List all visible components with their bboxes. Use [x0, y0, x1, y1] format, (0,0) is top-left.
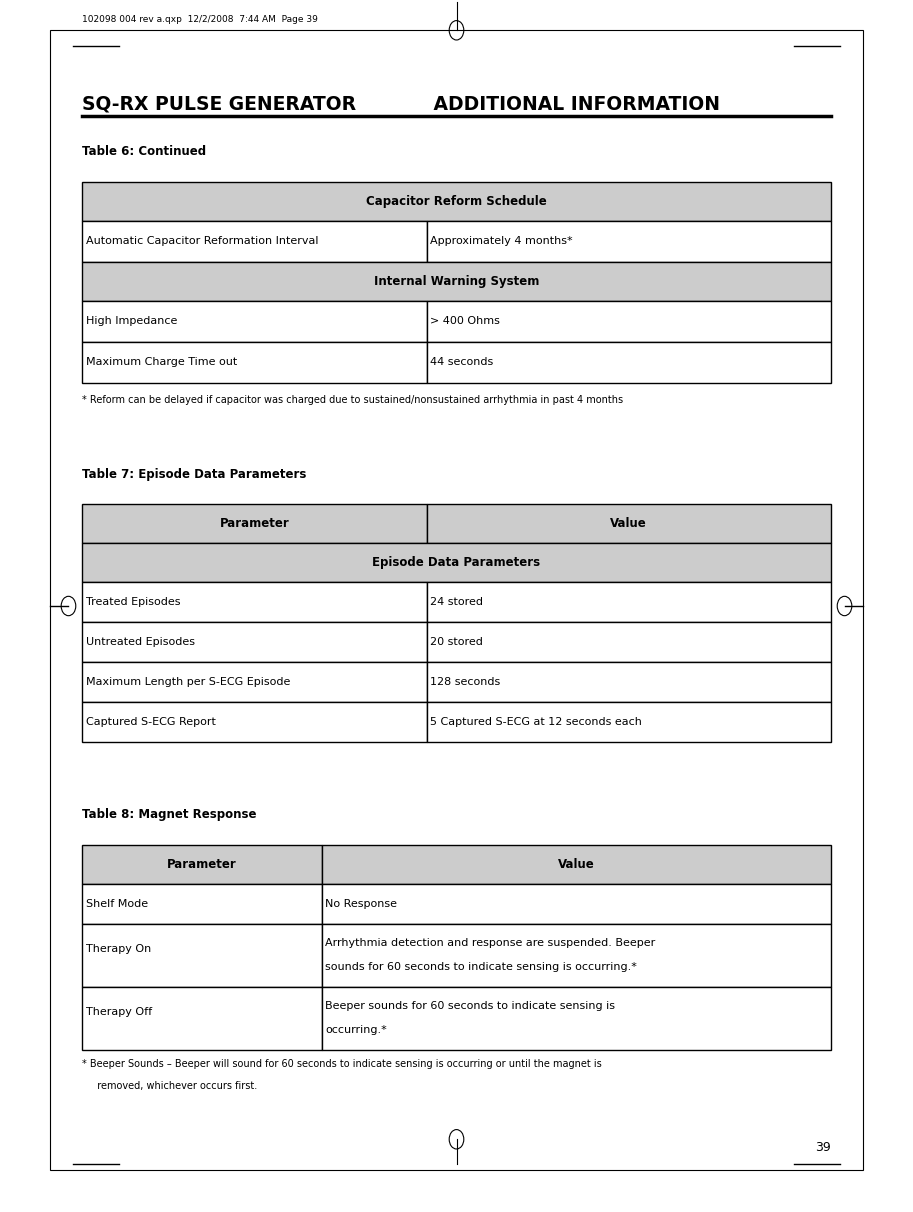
Text: Therapy On: Therapy On — [86, 944, 151, 954]
Text: SQ-RX PULSE GENERATOR: SQ-RX PULSE GENERATOR — [82, 95, 356, 114]
Bar — [82, 924, 321, 987]
Text: occurring.*: occurring.* — [325, 1025, 387, 1035]
Text: 44 seconds: 44 seconds — [430, 358, 493, 367]
Text: Parameter: Parameter — [219, 518, 289, 530]
Text: Shelf Mode: Shelf Mode — [86, 898, 148, 909]
Bar — [82, 622, 426, 662]
Bar — [426, 702, 831, 742]
Text: removed, whichever occurs first.: removed, whichever occurs first. — [91, 1081, 257, 1091]
Text: Maximum Length per S-ECG Episode: Maximum Length per S-ECG Episode — [86, 676, 290, 687]
Bar — [321, 924, 831, 987]
Text: High Impedance: High Impedance — [86, 316, 177, 326]
Bar — [82, 504, 426, 543]
Text: Approximately 4 months*: Approximately 4 months* — [430, 236, 572, 246]
Text: ADDITIONAL INFORMATION: ADDITIONAL INFORMATION — [427, 95, 720, 114]
Bar — [82, 342, 426, 383]
Text: 5 Captured S-ECG at 12 seconds each: 5 Captured S-ECG at 12 seconds each — [430, 716, 642, 727]
Bar — [82, 221, 426, 262]
Text: Arrhythmia detection and response are suspended. Beeper: Arrhythmia detection and response are su… — [325, 938, 656, 948]
Text: > 400 Ohms: > 400 Ohms — [430, 316, 500, 326]
Bar — [426, 342, 831, 383]
Text: Parameter: Parameter — [167, 858, 236, 870]
Bar — [82, 884, 321, 924]
Text: No Response: No Response — [325, 898, 397, 909]
Text: sounds for 60 seconds to indicate sensing is occurring.*: sounds for 60 seconds to indicate sensin… — [325, 962, 637, 972]
Text: Maximum Charge Time out: Maximum Charge Time out — [86, 358, 237, 367]
Text: * Beeper Sounds – Beeper will sound for 60 seconds to indicate sensing is occurr: * Beeper Sounds – Beeper will sound for … — [82, 1059, 602, 1069]
Text: 102098 004 rev a.qxp  12/2/2008  7:44 AM  Page 39: 102098 004 rev a.qxp 12/2/2008 7:44 AM P… — [82, 15, 318, 23]
Text: Beeper sounds for 60 seconds to indicate sensing is: Beeper sounds for 60 seconds to indicate… — [325, 1001, 615, 1011]
Bar — [426, 622, 831, 662]
Bar — [82, 845, 321, 884]
Text: 20 stored: 20 stored — [430, 636, 483, 647]
Bar — [426, 301, 831, 342]
Bar — [426, 221, 831, 262]
Text: Capacitor Reform Schedule: Capacitor Reform Schedule — [366, 195, 547, 207]
Bar — [82, 582, 426, 622]
Text: * Reform can be delayed if capacitor was charged due to sustained/nonsustained a: * Reform can be delayed if capacitor was… — [82, 395, 624, 405]
Text: 39: 39 — [815, 1140, 831, 1154]
Bar — [321, 987, 831, 1050]
Bar — [82, 301, 426, 342]
Bar — [82, 543, 831, 582]
Bar — [82, 702, 426, 742]
Text: Captured S-ECG Report: Captured S-ECG Report — [86, 716, 215, 727]
Text: Treated Episodes: Treated Episodes — [86, 596, 181, 607]
Bar — [426, 662, 831, 702]
Bar — [321, 845, 831, 884]
Bar — [82, 182, 831, 221]
Text: Value: Value — [610, 518, 647, 530]
Text: Internal Warning System: Internal Warning System — [373, 275, 540, 287]
Text: Untreated Episodes: Untreated Episodes — [86, 636, 194, 647]
Bar — [82, 262, 831, 301]
Text: Table 6: Continued: Table 6: Continued — [82, 145, 206, 159]
Bar — [426, 504, 831, 543]
Bar — [426, 582, 831, 622]
Bar — [82, 662, 426, 702]
Text: Table 7: Episode Data Parameters: Table 7: Episode Data Parameters — [82, 468, 307, 481]
Text: Therapy Off: Therapy Off — [86, 1007, 152, 1017]
Text: Automatic Capacitor Reformation Interval: Automatic Capacitor Reformation Interval — [86, 236, 319, 246]
Text: 24 stored: 24 stored — [430, 596, 483, 607]
Text: Table 8: Magnet Response: Table 8: Magnet Response — [82, 808, 257, 822]
Text: Value: Value — [558, 858, 594, 870]
Bar — [50, 30, 863, 1170]
Bar — [321, 884, 831, 924]
Text: Episode Data Parameters: Episode Data Parameters — [373, 556, 540, 568]
Bar — [82, 987, 321, 1050]
Text: 128 seconds: 128 seconds — [430, 676, 500, 687]
